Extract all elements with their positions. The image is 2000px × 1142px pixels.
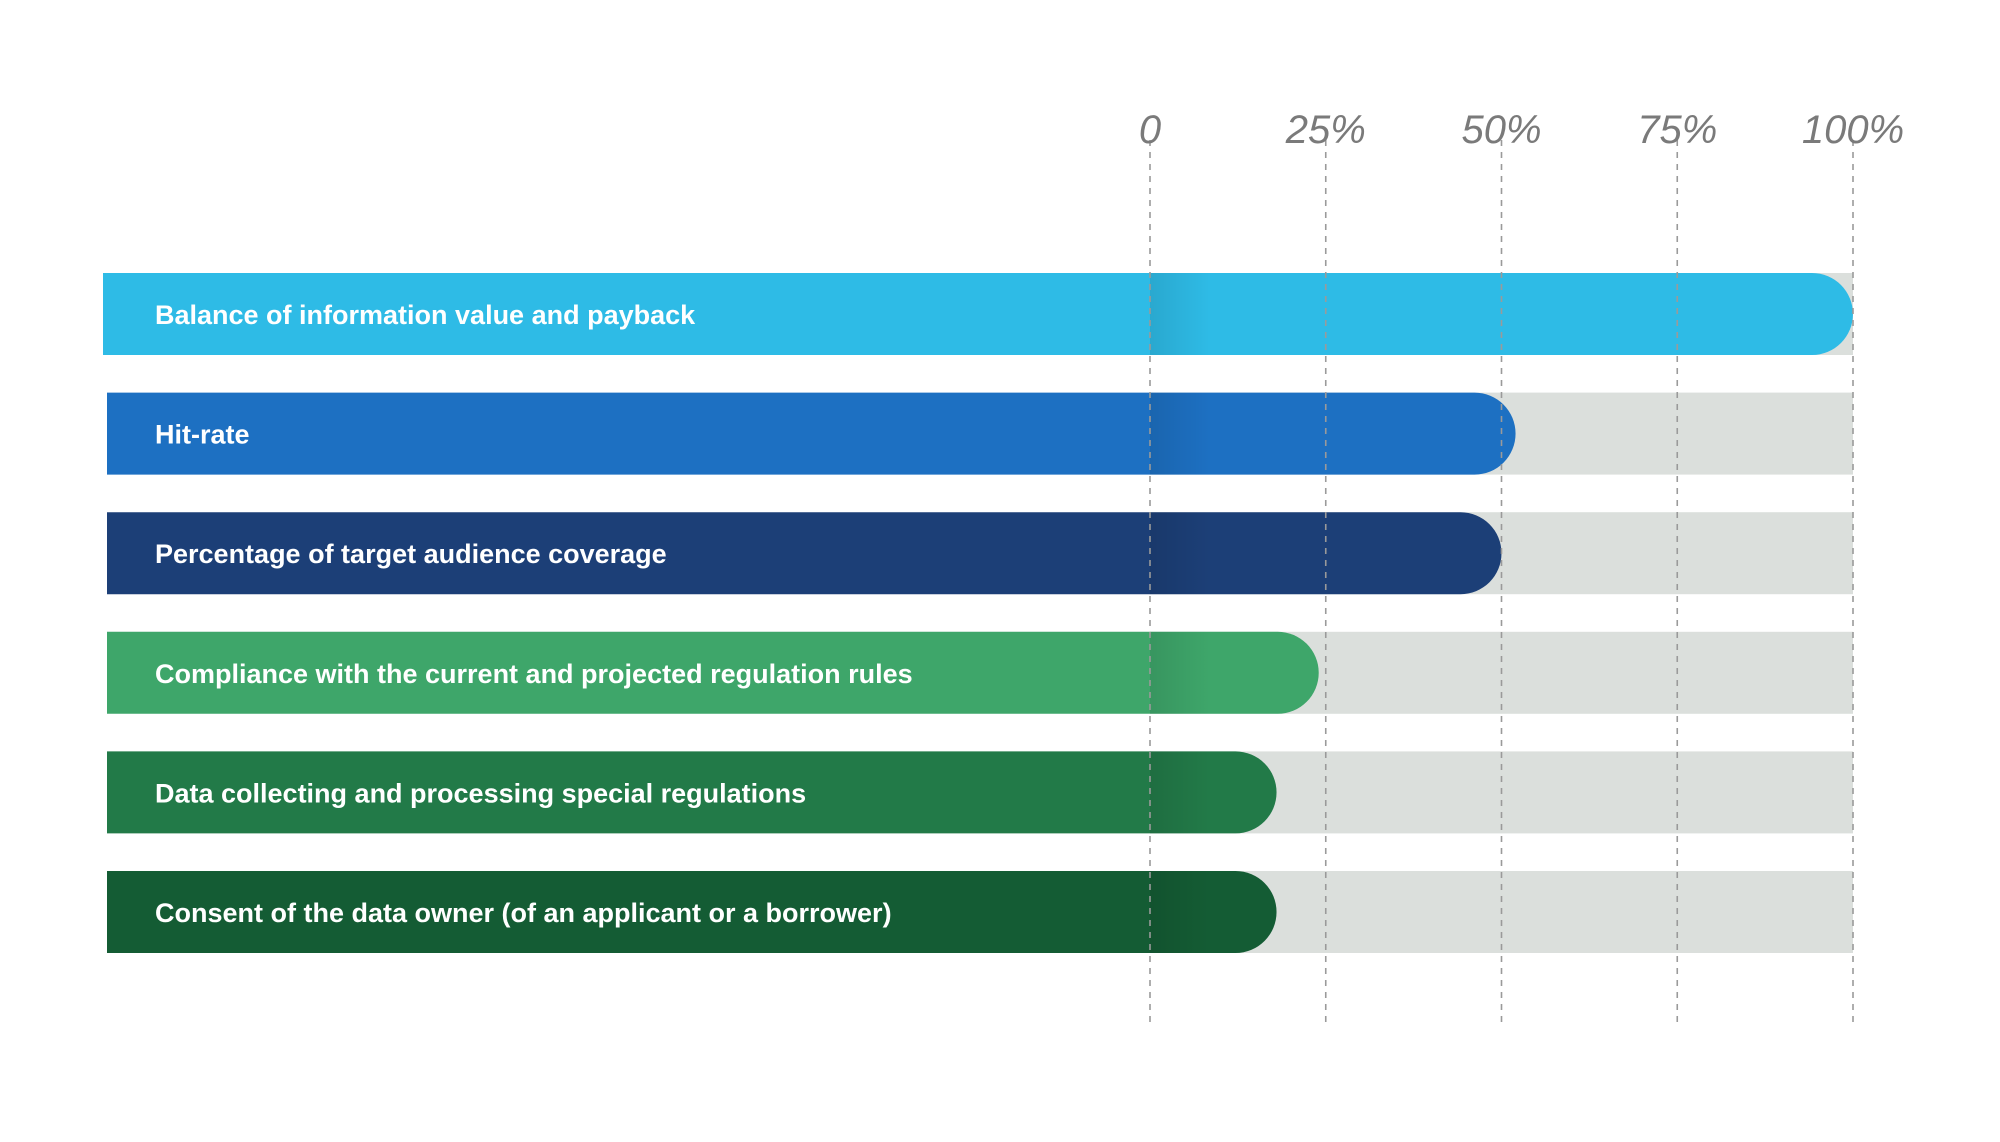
bar xyxy=(107,631,1319,714)
tick-label: 50% xyxy=(1461,108,1541,152)
bar-shade xyxy=(1150,273,1210,355)
x-axis-ticks: 0 25% 50% 75% 100% xyxy=(1139,108,1904,152)
tick-label: 0 xyxy=(1139,108,1161,152)
tick-label: 25% xyxy=(1285,108,1366,152)
bar-shade xyxy=(1150,751,1210,834)
bar xyxy=(107,871,1277,953)
bar-shade xyxy=(1150,392,1210,475)
bar-shade xyxy=(1150,512,1210,595)
bar xyxy=(107,751,1277,834)
gridlines xyxy=(1149,140,1854,1022)
category-label: Balance of information value and payback xyxy=(155,300,696,330)
tick-label: 100% xyxy=(1802,108,1904,152)
category-label: Consent of the data owner (of an applica… xyxy=(155,898,892,928)
tick-label: 75% xyxy=(1637,108,1717,152)
category-label: Compliance with the current and projecte… xyxy=(155,659,913,689)
bars xyxy=(103,273,1853,953)
category-label: Data collecting and processing special r… xyxy=(155,778,806,808)
category-label: Percentage of target audience coverage xyxy=(155,539,667,569)
bar-labels: Balance of information value and payback… xyxy=(155,300,913,928)
bar xyxy=(103,273,1853,355)
bar-shade xyxy=(1150,631,1210,714)
category-label: Hit-rate xyxy=(155,420,250,450)
bar-shade xyxy=(1150,871,1210,953)
bar xyxy=(107,392,1516,475)
